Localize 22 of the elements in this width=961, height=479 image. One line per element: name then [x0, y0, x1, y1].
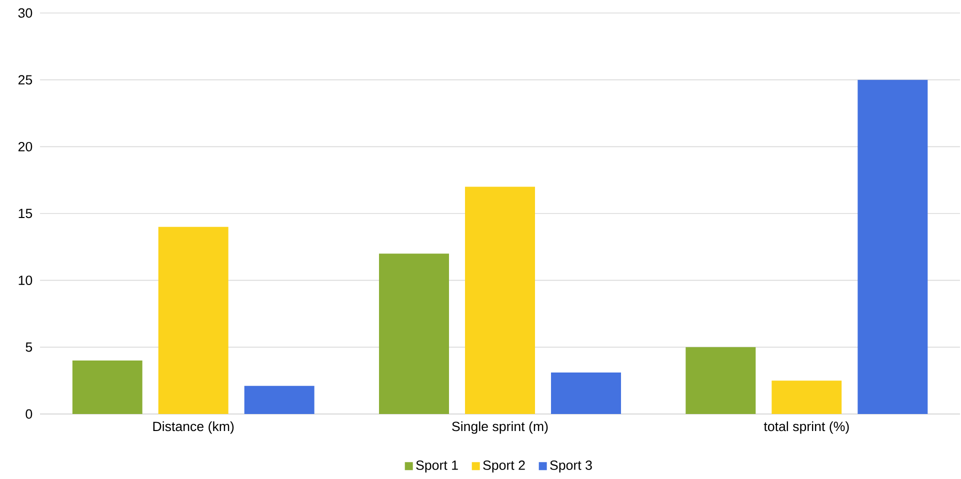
bar: [551, 372, 622, 414]
bar: [858, 80, 928, 414]
y-tick-label: 0: [26, 409, 32, 419]
bar: [465, 186, 535, 414]
y-tick-label: 5: [26, 342, 32, 352]
bar: [772, 380, 842, 414]
y-tick-label: 20: [18, 142, 32, 152]
bar: [158, 226, 228, 414]
y-tick-label: 25: [18, 75, 32, 85]
y-tick-label: 15: [18, 208, 32, 218]
bar: [244, 386, 314, 414]
bar: [686, 347, 756, 414]
legend-label: Sport 1: [416, 460, 458, 473]
bar: [72, 360, 142, 414]
legend-label: Sport 3: [550, 460, 592, 473]
x-tick-label: Distance (km): [153, 421, 234, 434]
legend-label: Sport 2: [483, 460, 525, 473]
bar: [379, 254, 449, 414]
y-tick-label: 10: [18, 276, 32, 286]
x-tick-label: Single sprint (m): [452, 421, 548, 434]
x-tick-label: total sprint (%): [764, 421, 849, 434]
y-tick-label: 30: [18, 8, 32, 18]
